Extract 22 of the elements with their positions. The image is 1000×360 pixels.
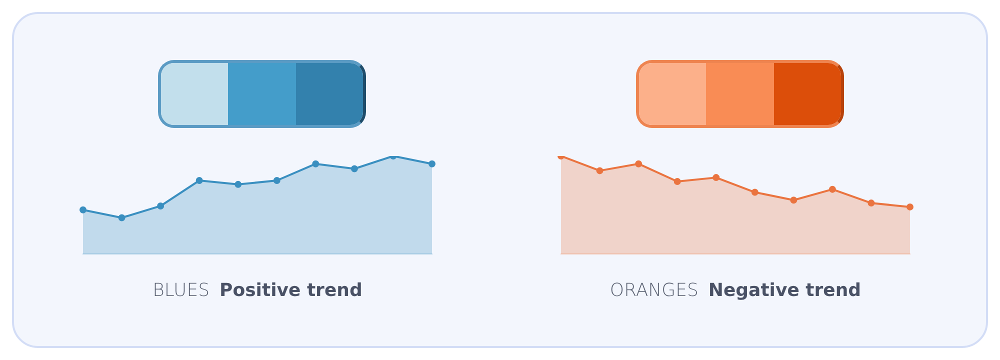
point: [635, 160, 642, 168]
text: BLUES: [152, 280, 210, 301]
point: [428, 160, 436, 168]
text: Positive trend: [220, 280, 362, 301]
point: [118, 214, 126, 222]
point: [828, 186, 836, 193]
point: [712, 174, 720, 182]
point: [234, 180, 242, 188]
point: [790, 196, 798, 204]
point: [596, 167, 604, 174]
point: [273, 177, 280, 184]
point: [80, 206, 86, 214]
point: [312, 160, 320, 168]
point: [868, 200, 875, 207]
text: ORANGES: [610, 280, 698, 301]
point: [157, 202, 164, 210]
point: [751, 188, 758, 196]
point: [350, 165, 358, 172]
point: [674, 178, 681, 185]
point: [196, 177, 203, 184]
text: Negative trend: [708, 280, 862, 301]
point: [906, 203, 914, 210]
